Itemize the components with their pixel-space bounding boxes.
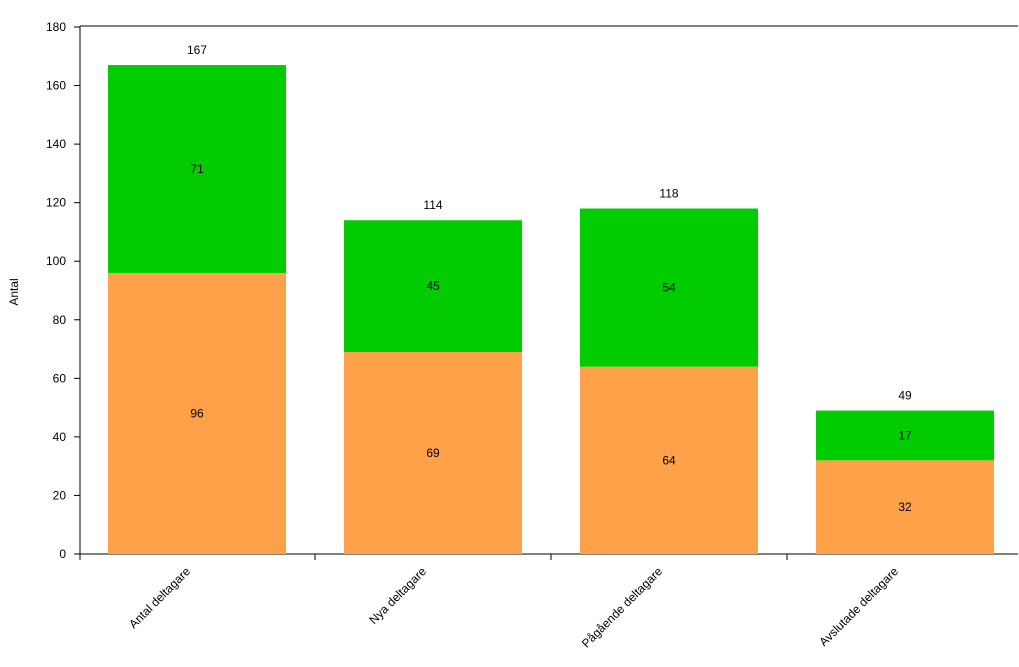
total-value-label: 114: [423, 198, 442, 212]
segment-value-label: 71: [190, 162, 204, 176]
bar-segment: [108, 272, 286, 554]
total-value-label: 167: [187, 43, 207, 57]
total-value-label: 118: [659, 187, 678, 201]
segment-value-label: 17: [898, 428, 912, 442]
y-tick-label: 40: [53, 430, 67, 444]
y-tick-label: 140: [46, 137, 66, 151]
y-tick-label: 100: [46, 254, 66, 268]
y-tick-label: 180: [46, 20, 66, 34]
x-axis: Antal deltagare Nya deltagare Pågående del…: [79, 553, 1018, 651]
segment-value-label: 64: [662, 453, 676, 467]
bar-segment: [108, 65, 286, 273]
y-tick-label: 0: [59, 547, 66, 561]
bar-segment: [344, 220, 522, 352]
segment-value-label: 96: [190, 406, 204, 420]
bar-segment: [816, 460, 994, 554]
y-tick-label: 160: [46, 79, 66, 93]
x-category-label: Pågående deltagare: [579, 564, 666, 651]
segment-value-label: 45: [426, 279, 440, 293]
x-category-label: Antal deltagare: [126, 564, 193, 631]
bar-segment: [580, 208, 758, 367]
bar-segment: [344, 351, 522, 554]
x-category-label: Avslutade deltagare: [816, 564, 901, 649]
bar-segment: [580, 366, 758, 554]
y-axis: 0 20 40 60 80 100 120 140 160 180: [46, 20, 1018, 561]
y-tick-label: 60: [53, 371, 67, 385]
x-category-label: Nya deltagare: [366, 564, 429, 627]
segment-value-label: 54: [662, 281, 676, 295]
y-tick-label: 80: [53, 313, 67, 327]
bar-segment: [816, 410, 994, 461]
bars: [108, 65, 994, 554]
y-tick-label: 20: [53, 488, 67, 502]
segment-value-label: 69: [426, 446, 440, 460]
segment-value-label: 32: [898, 500, 912, 514]
data-labels: 96 71 167 69 45 114 64 54 118 32 17 49: [187, 43, 912, 514]
total-value-label: 49: [898, 389, 912, 403]
y-axis-title: Antal: [7, 278, 21, 305]
y-tick-label: 120: [46, 196, 66, 210]
